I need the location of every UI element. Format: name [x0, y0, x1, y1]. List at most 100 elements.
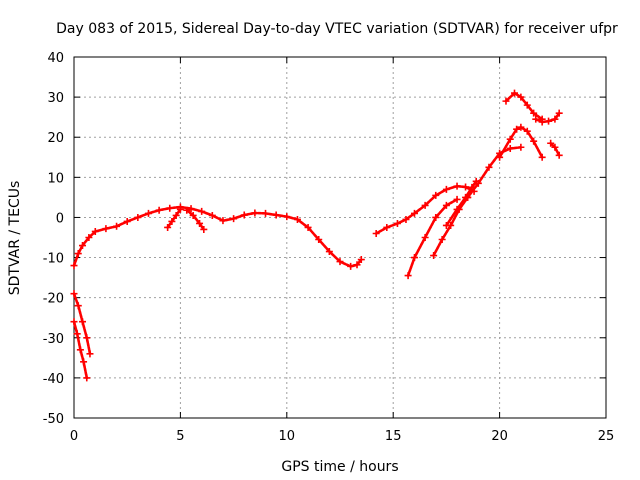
data-point: [183, 206, 191, 214]
chart-title: Day 083 of 2015, Sidereal Day-to-day VTE…: [56, 21, 618, 37]
data-point: [70, 290, 78, 298]
data-point: [383, 223, 391, 231]
data-point: [70, 318, 78, 326]
data-point: [551, 143, 559, 151]
data-point: [325, 248, 333, 256]
data-point: [545, 117, 553, 125]
data-point: [510, 89, 518, 97]
data-point: [272, 211, 280, 219]
series-arc-dip-right: [183, 206, 208, 233]
data-point: [83, 334, 91, 342]
data-point: [551, 115, 559, 123]
data-point: [83, 374, 91, 382]
y-tick-label: -50: [43, 412, 64, 427]
data-point: [410, 209, 418, 217]
data-point: [517, 143, 525, 151]
data-point: [336, 258, 344, 266]
data-point: [555, 151, 563, 159]
x-tick-label: 0: [70, 429, 78, 444]
data-point: [251, 209, 259, 217]
data-point: [166, 204, 174, 212]
data-point: [76, 346, 84, 354]
data-point: [134, 213, 142, 221]
data-point: [123, 217, 131, 225]
data-point: [240, 211, 248, 219]
data-point: [304, 223, 312, 231]
data-point: [410, 254, 418, 262]
data-point: [506, 144, 514, 152]
data-point: [196, 219, 204, 227]
data-point: [547, 139, 555, 147]
series-arc-dip-left: [164, 205, 184, 231]
y-tick-label: -20: [43, 292, 64, 307]
data-point: [442, 221, 450, 229]
y-tick-label: 10: [47, 171, 64, 186]
data-point: [513, 125, 521, 133]
data-point: [79, 242, 87, 250]
axis-ticks: 0 5 10 15 20 25 -50 -40 -30 -20 -10 0 10 20 30 40: [43, 51, 615, 444]
series-line: [504, 91, 544, 121]
series-arc-inner-hump: [496, 123, 546, 161]
x-axis-label: GPS time / hours: [281, 459, 398, 475]
data-point: [372, 229, 380, 237]
y-tick-label: 20: [47, 131, 64, 146]
series-line: [406, 198, 459, 277]
series-line: [166, 208, 182, 229]
data-point: [176, 205, 184, 213]
data-point: [200, 225, 208, 233]
data-point: [230, 215, 238, 223]
series-line: [498, 125, 544, 159]
data-point: [555, 109, 563, 117]
data-point: [357, 256, 365, 264]
series-arc-drop-b: [70, 318, 91, 382]
series-arc-late-main: [372, 182, 478, 237]
data-point: [442, 185, 450, 193]
data-point: [74, 302, 82, 310]
data-point: [79, 318, 87, 326]
data-point: [464, 193, 472, 201]
data-point: [517, 93, 525, 101]
data-point: [421, 234, 429, 241]
data-point: [442, 201, 450, 209]
x-tick-label: 10: [279, 429, 296, 444]
data-point: [462, 183, 470, 191]
data-point: [530, 109, 538, 117]
data-point: [102, 225, 110, 233]
data-point: [73, 330, 81, 338]
data-point: [474, 179, 482, 187]
data-point: [538, 118, 546, 126]
data-point: [208, 211, 216, 219]
x-tick-label: 5: [176, 429, 184, 444]
series-arc-right-low: [547, 139, 563, 159]
data-point: [517, 123, 525, 131]
data-point: [506, 135, 514, 143]
y-tick-label: 40: [47, 51, 64, 66]
series-arc-drop-a: [70, 290, 94, 358]
data-point: [421, 201, 429, 209]
data-point: [144, 209, 152, 217]
data-point: [164, 223, 172, 231]
data-point: [315, 236, 323, 244]
data-point: [293, 215, 301, 223]
data-point: [70, 262, 78, 270]
data-point: [155, 206, 163, 214]
data-point: [404, 272, 412, 280]
y-tick-label: 0: [56, 211, 64, 226]
data-point: [438, 236, 446, 244]
y-tick-label: -40: [43, 372, 64, 387]
series-line: [466, 146, 523, 199]
data-point: [485, 163, 493, 171]
x-tick-label: 15: [385, 429, 402, 444]
series-arc-late-2: [404, 195, 461, 280]
data-point: [86, 350, 94, 358]
data-point: [219, 217, 227, 225]
data-point: [353, 261, 361, 269]
data-point: [172, 211, 180, 219]
data-point: [347, 262, 355, 270]
y-tick-label: -30: [43, 332, 64, 347]
data-point: [283, 213, 291, 221]
series-line: [185, 208, 206, 231]
x-tick-label: 25: [598, 429, 615, 444]
data-point: [453, 205, 461, 213]
data-point: [113, 222, 121, 230]
